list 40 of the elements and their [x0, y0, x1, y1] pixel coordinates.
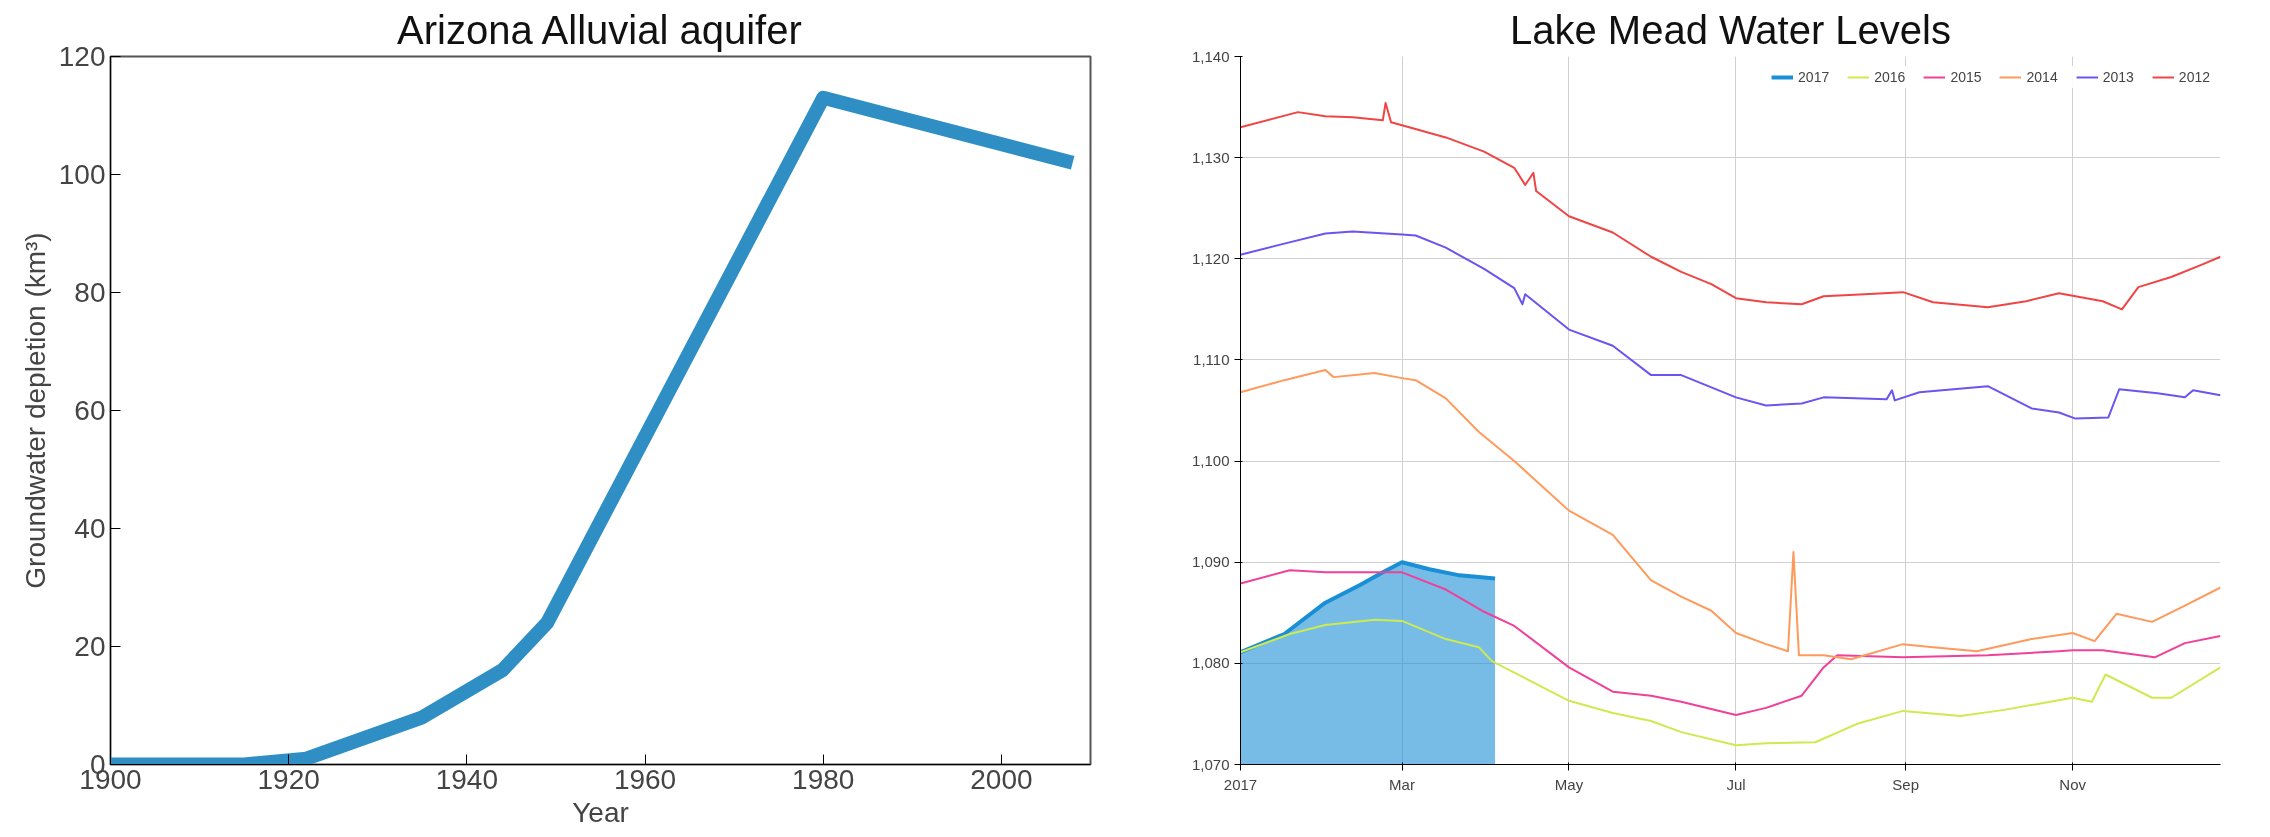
line-series [1240, 230, 2221, 420]
legend-label: 2014 [2026, 69, 2058, 85]
line-series [1240, 102, 2221, 311]
y-tick-label: 60 [74, 395, 106, 426]
x-tick-label: 2000 [970, 763, 1033, 795]
legend-label: 2015 [1950, 69, 1982, 85]
x-tick-label: 1980 [792, 763, 855, 795]
y-tick-label: 20 [74, 631, 106, 662]
chart-title: Lake Mead Water Levels [1510, 7, 1951, 52]
y-tick-label: 1,080 [1191, 654, 1230, 672]
x-tick-label: Sep [1892, 775, 1920, 793]
y-tick-label: 1,100 [1191, 452, 1230, 470]
x-tick-label: 1940 [435, 763, 499, 795]
legend-label: 2017 [1798, 69, 1830, 85]
y-tick-label: 100 [58, 159, 106, 190]
y-tick-label: 120 [58, 41, 106, 72]
x-axis-title: Year [572, 796, 629, 828]
chart-title: Arizona Alluvial aquifer [397, 7, 802, 52]
line-series [1240, 569, 2221, 716]
x-tick-label: Jul [1726, 775, 1746, 793]
x-tick-label: 1960 [613, 763, 677, 795]
x-tick-label: May [1554, 775, 1584, 793]
y-tick-label: 1,070 [1191, 755, 1230, 773]
legend-label: 2016 [1874, 69, 1906, 85]
y-axis-title: Groundwater depletion (km³) [19, 232, 51, 589]
x-tick-label: 2017 [1223, 775, 1258, 793]
y-tick-label: 40 [74, 513, 106, 544]
y-tick-label: 1,110 [1193, 350, 1230, 368]
y-tick-label: 80 [74, 277, 106, 308]
x-tick-label: Nov [2059, 775, 2087, 793]
y-tick-label: 1,090 [1191, 553, 1230, 571]
line-series [1240, 369, 2221, 661]
x-tick-label: 1920 [257, 763, 320, 795]
y-tick-label: 1,140 [1191, 47, 1230, 65]
line-series [1240, 618, 2221, 747]
y-tick-label: 1,120 [1191, 249, 1230, 267]
y-tick-label: 1,130 [1191, 148, 1230, 166]
legend-label: 2012 [2178, 69, 2210, 85]
x-tick-label: Mar [1389, 775, 1415, 793]
legend-label: 2013 [2102, 69, 2134, 85]
